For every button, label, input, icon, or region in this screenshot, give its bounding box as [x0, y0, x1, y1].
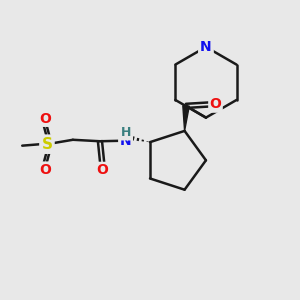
- Text: O: O: [210, 98, 221, 111]
- Text: N: N: [120, 134, 131, 148]
- Text: O: O: [39, 163, 51, 177]
- Text: O: O: [96, 163, 108, 177]
- Polygon shape: [183, 106, 189, 131]
- Text: N: N: [200, 40, 212, 54]
- Text: S: S: [41, 137, 52, 152]
- Text: H: H: [120, 126, 131, 139]
- Text: O: O: [39, 112, 51, 126]
